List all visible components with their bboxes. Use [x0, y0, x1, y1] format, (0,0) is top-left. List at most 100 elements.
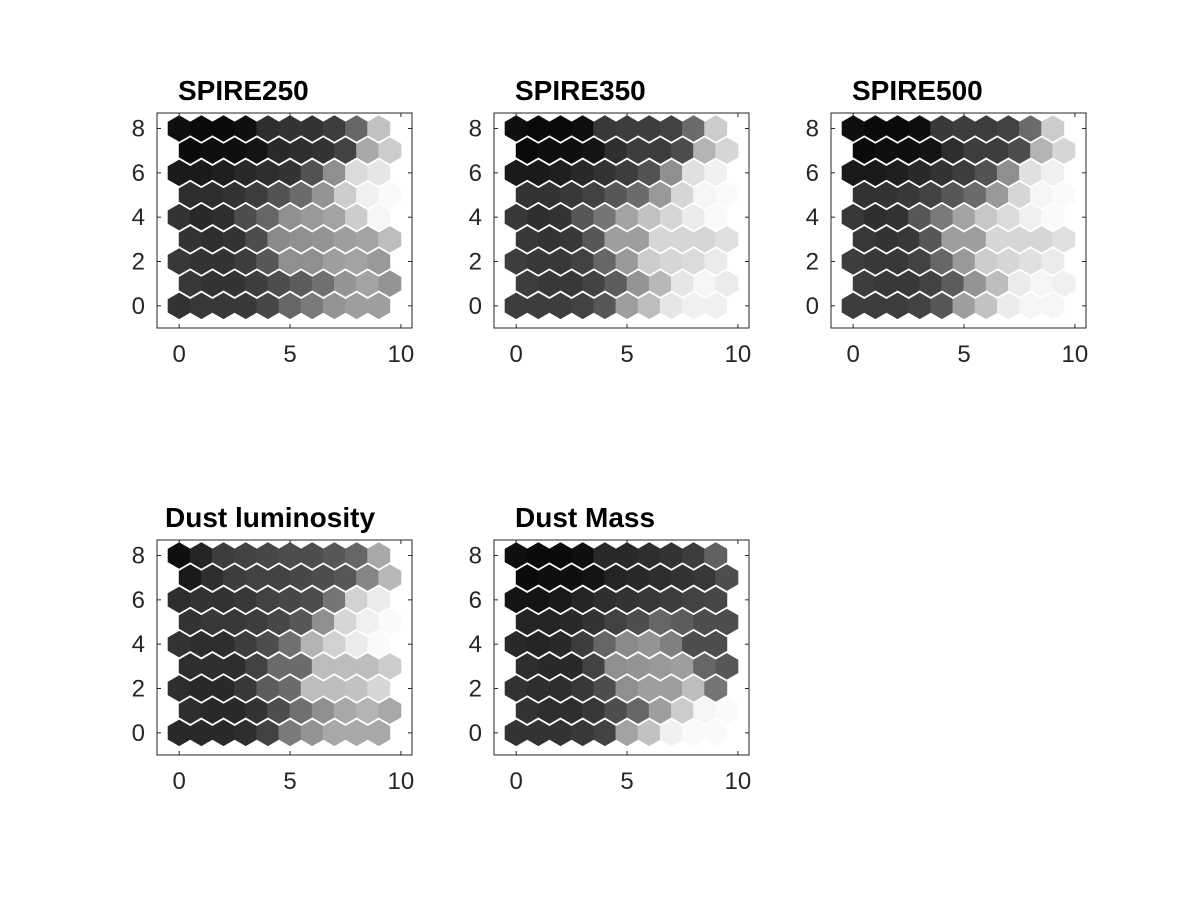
y-tick-label: 8 [132, 543, 145, 570]
hex-cell [367, 586, 391, 614]
y-tick-label: 0 [469, 293, 482, 320]
hex-cell [378, 181, 402, 209]
x-tick-label: 0 [509, 768, 522, 795]
y-tick-label: 0 [806, 293, 819, 320]
x-tick-label: 5 [283, 341, 296, 368]
hex-cell [715, 653, 739, 680]
hex-grid [504, 542, 739, 747]
hex-cell [715, 270, 739, 297]
y-tick-label: 0 [469, 720, 482, 747]
hex-cell [704, 719, 728, 747]
hex-cell [1052, 270, 1076, 297]
x-tick-label: 0 [172, 768, 185, 795]
hex-cell [704, 542, 728, 569]
hex-cell [378, 653, 402, 680]
hex-cell [1052, 137, 1076, 164]
x-tick-label: 10 [725, 768, 752, 795]
hex-cell [704, 675, 728, 702]
y-tick-label: 4 [469, 204, 482, 231]
x-tick-label: 0 [172, 341, 185, 368]
hex-cell [1041, 292, 1065, 320]
y-tick-label: 8 [469, 116, 482, 143]
hex-cell [715, 137, 739, 164]
y-tick-label: 4 [469, 631, 482, 658]
panel-0: 0 5 10 0 2 4 6 8 SPIRE250 [132, 75, 415, 368]
hex-cell [378, 137, 402, 164]
hex-cell [378, 270, 402, 297]
panel-title: Dust luminosity [165, 502, 375, 533]
hex-cell [1052, 181, 1076, 209]
x-tick-label: 5 [283, 768, 296, 795]
x-tick-label: 10 [388, 768, 415, 795]
hex-grid [504, 115, 739, 320]
hex-cell [367, 115, 391, 142]
hex-cell [1041, 248, 1065, 275]
y-tick-label: 8 [132, 116, 145, 143]
x-tick-label: 0 [846, 341, 859, 368]
y-tick-label: 2 [806, 249, 819, 276]
hex-cell [1041, 159, 1065, 187]
hex-cell [378, 608, 402, 636]
hex-grid [841, 115, 1076, 320]
hex-cell [378, 697, 402, 724]
hex-cell [367, 630, 391, 658]
panel-title: Dust Mass [515, 502, 655, 533]
y-tick-label: 6 [469, 160, 482, 187]
y-tick-label: 2 [132, 676, 145, 703]
x-tick-label: 10 [388, 341, 415, 368]
y-tick-label: 0 [132, 293, 145, 320]
hex-cell [704, 248, 728, 275]
panel-title: SPIRE500 [852, 75, 983, 106]
y-tick-label: 8 [469, 543, 482, 570]
hex-cell [367, 675, 391, 702]
x-tick-label: 10 [1062, 341, 1089, 368]
x-tick-label: 5 [620, 768, 633, 795]
y-tick-label: 2 [469, 676, 482, 703]
panel-1: 0 5 10 0 2 4 6 8 SPIRE350 [469, 75, 752, 368]
hex-cell [704, 630, 728, 658]
y-tick-label: 6 [806, 160, 819, 187]
x-tick-label: 10 [725, 341, 752, 368]
hex-cell [715, 226, 739, 253]
hex-cell [378, 226, 402, 253]
panel-title: SPIRE250 [178, 75, 309, 106]
hex-cell [704, 586, 728, 614]
hex-cell [367, 248, 391, 275]
hex-cell [367, 542, 391, 569]
x-tick-label: 5 [620, 341, 633, 368]
x-tick-label: 0 [509, 341, 522, 368]
hex-cell [715, 697, 739, 724]
panel-4: 0 5 10 0 2 4 6 8 Dust Mass [469, 502, 752, 795]
hex-cell [367, 159, 391, 187]
hex-cell [715, 564, 739, 591]
y-tick-label: 2 [469, 249, 482, 276]
hex-cell [378, 564, 402, 591]
hex-cell [367, 719, 391, 747]
hex-cell [367, 292, 391, 320]
y-tick-label: 6 [469, 587, 482, 614]
hex-cell [1041, 203, 1065, 231]
hex-cell [704, 292, 728, 320]
panel-2: 0 5 10 0 2 4 6 8 SPIRE500 [806, 75, 1089, 368]
hex-grid [167, 542, 402, 747]
y-tick-label: 6 [132, 160, 145, 187]
y-tick-label: 0 [132, 720, 145, 747]
y-tick-label: 4 [806, 204, 819, 231]
hex-cell [704, 203, 728, 231]
hex-cell [704, 159, 728, 187]
hex-cell [704, 115, 728, 142]
y-tick-label: 8 [806, 116, 819, 143]
hex-cell [715, 181, 739, 209]
hex-cell [715, 608, 739, 636]
panel-3: 0 5 10 0 2 4 6 8 Dust luminosity [132, 502, 415, 795]
panel-title: SPIRE350 [515, 75, 646, 106]
x-tick-label: 5 [957, 341, 970, 368]
hex-grid [167, 115, 402, 320]
y-tick-label: 2 [132, 249, 145, 276]
y-tick-label: 4 [132, 631, 145, 658]
y-tick-label: 4 [132, 204, 145, 231]
hex-cell [1052, 226, 1076, 253]
y-tick-label: 6 [132, 587, 145, 614]
hex-cell [367, 203, 391, 231]
